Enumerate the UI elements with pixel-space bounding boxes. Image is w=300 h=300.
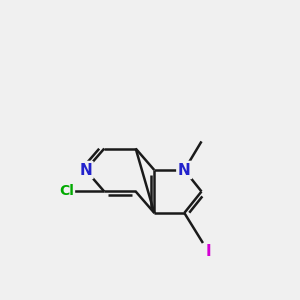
Text: Cl: Cl: [60, 184, 74, 199]
Text: I: I: [206, 244, 211, 259]
Text: N: N: [178, 163, 191, 178]
Text: N: N: [79, 163, 92, 178]
